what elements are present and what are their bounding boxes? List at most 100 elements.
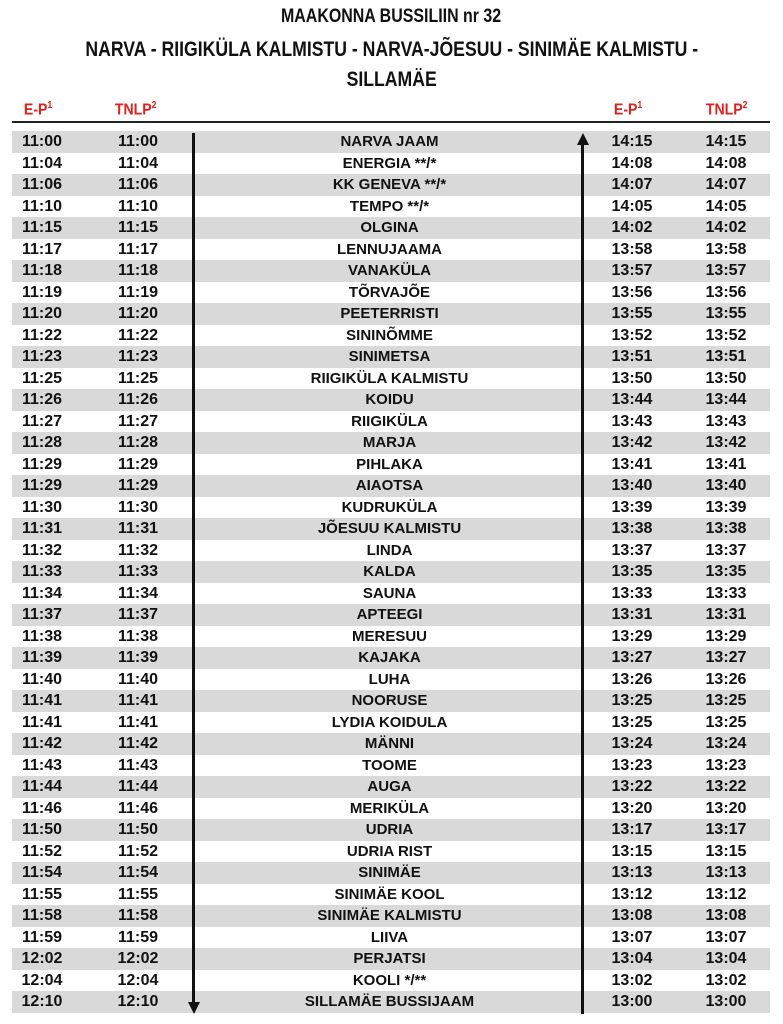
time-tnlp-return: 13:24 [705,735,747,752]
time-ep-outbound: 12:10 [21,993,63,1010]
time-ep-outbound: 11:23 [21,348,63,365]
time-ep-return: 13:27 [611,649,653,666]
time-ep-outbound: 11:52 [21,842,63,860]
time-tnlp-return: 14:05 [705,197,747,215]
stop-name: RIIGIKÜLA KALMISTU [310,369,469,387]
time-ep-return: 13:42 [611,434,653,451]
table-row: 11:40 11:40 LUHA 13:26 13:26 [12,669,770,691]
header-ep-outbound: E-P1 [23,100,53,119]
header-ep-return: E-P1 [613,100,643,119]
time-tnlp-outbound: 11:18 [117,262,159,279]
time-tnlp-outbound: 11:23 [117,348,159,365]
time-ep-outbound: 11:17 [21,240,63,258]
stop-name: PERJATSI [353,950,426,967]
time-tnlp-return: 13:51 [705,348,747,365]
time-tnlp-outbound: 11:17 [117,240,159,258]
time-tnlp-outbound: 11:06 [117,176,159,193]
stop-name: TÕRVAJÕE [348,283,431,301]
time-ep-return: 13:13 [611,864,653,881]
return-direction-line [581,140,584,1014]
time-tnlp-return: 13:22 [705,778,747,795]
time-tnlp-return: 13:25 [705,713,747,731]
time-tnlp-return: 13:15 [705,842,747,860]
time-tnlp-outbound: 11:15 [117,219,159,236]
table-row: 11:28 11:28 MARJA 13:42 13:42 [12,432,770,454]
table-row: 11:55 11:55 SINIMÄE KOOL 13:12 13:12 [12,884,770,906]
time-ep-outbound: 12:02 [21,950,63,967]
time-tnlp-return: 13:38 [705,520,747,537]
time-tnlp-return: 13:29 [705,627,747,645]
time-ep-return: 14:07 [611,176,653,193]
time-ep-outbound: 11:10 [21,197,63,215]
stop-name: LIIVA [370,928,409,946]
time-tnlp-outbound: 11:40 [117,670,159,688]
table-row: 11:17 11:17 LENNUJAAMA 13:58 13:58 [12,239,770,261]
time-ep-outbound: 11:46 [21,799,63,817]
table-row: 11:23 11:23 SINIMETSA 13:51 13:51 [12,346,770,368]
time-tnlp-outbound: 11:41 [117,692,159,709]
time-ep-return: 13:44 [611,391,653,408]
time-ep-return: 13:24 [611,735,653,752]
time-tnlp-return: 13:12 [705,885,747,903]
time-ep-outbound: 11:38 [21,627,63,645]
table-row: 11:46 11:46 MERIKÜLA 13:20 13:20 [12,798,770,820]
stop-name: VANAKÜLA [347,262,432,279]
time-tnlp-return: 13:44 [705,391,747,408]
time-ep-return: 14:15 [611,133,653,150]
time-ep-outbound: 11:59 [21,928,63,946]
stop-name: TOOME [362,756,417,774]
stop-name: PEETERRISTI [340,305,439,322]
time-ep-outbound: 11:15 [21,219,63,236]
time-tnlp-outbound: 11:46 [117,799,159,817]
table-row: 11:25 11:25 RIIGIKÜLA KALMISTU 13:50 13:50 [12,368,770,390]
stop-name: MÄNNI [364,735,415,752]
time-tnlp-return: 13:43 [705,412,747,430]
time-tnlp-outbound: 11:37 [117,606,159,623]
time-tnlp-return: 13:08 [705,907,747,924]
time-ep-return: 13:25 [611,692,653,709]
time-ep-outbound: 11:20 [21,305,63,322]
table-row: 11:59 11:59 LIIVA 13:07 13:07 [12,927,770,949]
table-row: 12:10 12:10 SILLAMÄE BUSSIJAAM 13:00 13:00 [12,991,770,1013]
table-row: 11:31 11:31 JÕESUU KALMISTU 13:38 13:38 [12,518,770,540]
time-ep-return: 13:00 [611,993,653,1010]
time-tnlp-return: 14:07 [705,176,747,193]
time-tnlp-outbound: 11:59 [117,928,159,946]
time-ep-return: 13:25 [611,713,653,731]
time-ep-outbound: 11:04 [21,154,63,172]
stop-name: SINIMÄE [358,864,421,881]
table-row: 11:30 11:30 KUDRUKÜLA 13:39 13:39 [12,497,770,519]
stop-name: JÕESUU KALMISTU [317,520,462,537]
time-tnlp-return: 13:13 [705,864,747,881]
time-tnlp-outbound: 11:27 [117,412,159,430]
table-row: 11:44 11:44 AUGA 13:22 13:22 [12,776,770,798]
time-tnlp-outbound: 11:25 [117,369,159,387]
stop-name: KALDA [363,563,416,580]
time-ep-return: 13:41 [611,455,653,473]
stop-name: APTEEGI [356,606,423,623]
time-tnlp-return: 13:57 [705,262,747,279]
time-ep-outbound: 11:43 [21,756,63,774]
time-ep-return: 13:26 [611,670,653,688]
time-tnlp-return: 13:31 [705,606,747,623]
time-tnlp-outbound: 11:58 [117,907,159,924]
stop-name: RIIGIKÜLA [351,412,428,430]
time-tnlp-return: 13:39 [705,498,747,516]
time-tnlp-outbound: 11:55 [117,885,159,903]
time-ep-return: 13:57 [611,262,653,279]
time-ep-return: 13:56 [611,283,653,301]
stop-name: MARJA [362,434,417,451]
time-ep-return: 13:15 [611,842,653,860]
stop-name: NOORUSE [351,692,428,709]
time-tnlp-return: 13:33 [705,584,747,602]
table-row: 11:42 11:42 MÄNNI 13:24 13:24 [12,733,770,755]
time-ep-return: 13:04 [611,950,653,967]
time-ep-outbound: 11:41 [21,713,63,731]
time-tnlp-return: 13:26 [705,670,747,688]
time-ep-return: 13:22 [611,778,653,795]
time-ep-outbound: 11:28 [21,434,63,451]
time-tnlp-return: 14:08 [705,154,747,172]
stop-name: NARVA JAAM [340,133,439,150]
time-tnlp-outbound: 11:28 [117,434,159,451]
time-ep-outbound: 11:34 [21,584,63,602]
